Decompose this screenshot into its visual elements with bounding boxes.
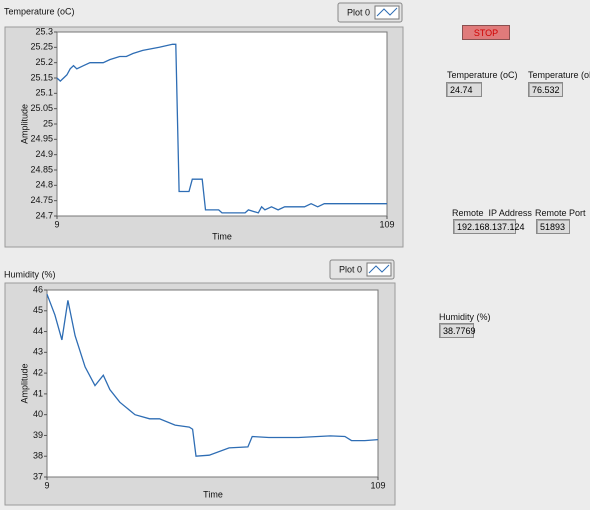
y-tick-label: 39 [33, 430, 43, 440]
legend-label: Plot 0 [347, 7, 370, 17]
y-tick-label: 45 [33, 305, 43, 315]
indicator-label: Temperature (oF) [528, 70, 590, 80]
y-tick-label: 25.2 [35, 57, 53, 67]
legend-line [376, 7, 398, 17]
plot-area [56, 31, 388, 217]
series-line [56, 43, 387, 214]
y-tick-label: 24.85 [30, 164, 53, 174]
series-line [46, 293, 379, 457]
x-axis-label: Time [203, 489, 223, 499]
stop-button[interactable]: STOP [462, 25, 510, 40]
indicator-value: 24.74 [446, 82, 482, 97]
indicator-label: Remote Port [535, 208, 586, 218]
x-tick-label: 9 [44, 480, 49, 490]
x-tick-label: 109 [379, 219, 394, 229]
y-tick-label: 38 [33, 451, 43, 461]
y-axis-label: Amplitude [19, 363, 29, 403]
y-tick-label: 24.9 [35, 149, 53, 159]
chart-title: Humidity (%) [4, 269, 56, 279]
y-tick-label: 24.8 [35, 180, 53, 190]
y-tick-label: 43 [33, 347, 43, 357]
indicator-value: 38.7769 [439, 323, 476, 338]
y-axis-label: Amplitude [19, 104, 29, 144]
y-tick-label: 37 [33, 471, 43, 481]
indicator-label: Humidity (%) [439, 312, 491, 322]
y-tick-label: 25.05 [30, 103, 53, 113]
y-tick-label: 24.75 [30, 195, 53, 205]
chart-title: Temperature (oC) [4, 6, 75, 16]
y-tick-label: 24.7 [35, 210, 53, 220]
plot-area [46, 289, 379, 478]
y-tick-label: 41 [33, 388, 43, 398]
y-tick-label: 25.25 [30, 42, 53, 52]
x-tick-label: 9 [54, 219, 59, 229]
x-tick-label: 109 [370, 480, 385, 490]
y-tick-label: 46 [33, 284, 43, 294]
indicator-label: Remote IP Address [452, 208, 532, 218]
y-tick-label: 25 [43, 118, 53, 128]
indicator-value: 51893 [536, 219, 570, 234]
legend-label: Plot 0 [339, 264, 362, 274]
indicator-value: 76.532 [528, 82, 563, 97]
indicator-label: Temperature (oC) [447, 70, 518, 80]
y-tick-label: 44 [33, 326, 43, 336]
y-tick-label: 25.15 [30, 72, 53, 82]
legend-line [368, 264, 390, 274]
y-tick-label: 40 [33, 409, 43, 419]
y-tick-label: 24.95 [30, 134, 53, 144]
y-tick-label: 25.3 [35, 26, 53, 36]
y-tick-label: 25.1 [35, 88, 53, 98]
y-tick-label: 42 [33, 367, 43, 377]
indicator-value: 192.168.137.124 [453, 219, 525, 234]
x-axis-label: Time [212, 231, 232, 241]
